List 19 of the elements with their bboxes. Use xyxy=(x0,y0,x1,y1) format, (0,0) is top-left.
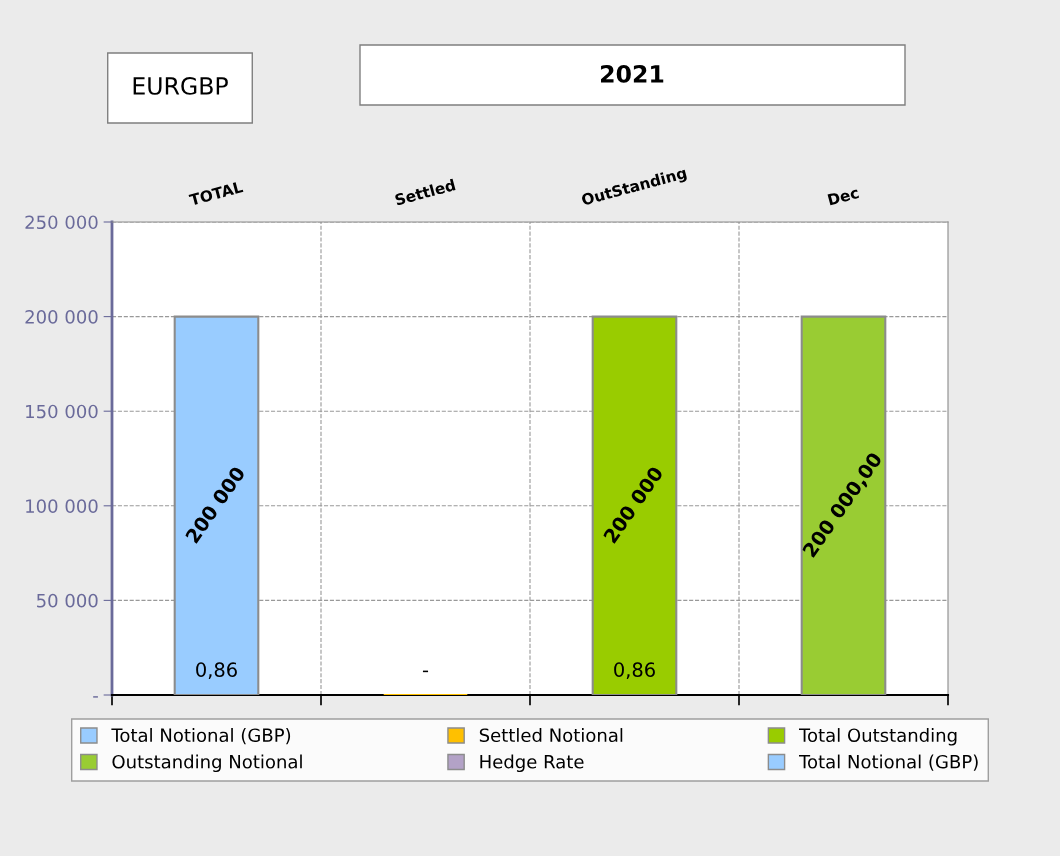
y-tick-label: 50 000 xyxy=(37,593,98,608)
annotation: - xyxy=(422,670,429,673)
x-tick-label: Dec xyxy=(827,186,860,206)
y-tick-label: - xyxy=(93,696,98,698)
legend-label: Total Notional (GBP) xyxy=(111,728,291,745)
annotation: 0,86 xyxy=(614,662,655,679)
chart-subtitle: EURGBP xyxy=(133,76,228,95)
legend-label: Hedge Rate xyxy=(480,754,584,773)
x-tick-label: TOTAL xyxy=(188,180,244,206)
legend-label: Settled Notional xyxy=(479,728,623,743)
y-tick-label: 250 000 xyxy=(25,215,98,230)
legend-label: Total Outstanding xyxy=(799,728,957,746)
annotation: 0,86 xyxy=(196,662,237,679)
y-tick-label: 200 000 xyxy=(25,310,98,324)
legend-label: Total Notional (GBP) xyxy=(799,754,978,771)
chart-title: 2021 xyxy=(601,64,664,83)
legend-label: Outstanding Notional xyxy=(112,754,302,773)
y-tick-label: 100 000 xyxy=(26,499,98,513)
y-tick-label: 150 000 xyxy=(26,404,98,419)
